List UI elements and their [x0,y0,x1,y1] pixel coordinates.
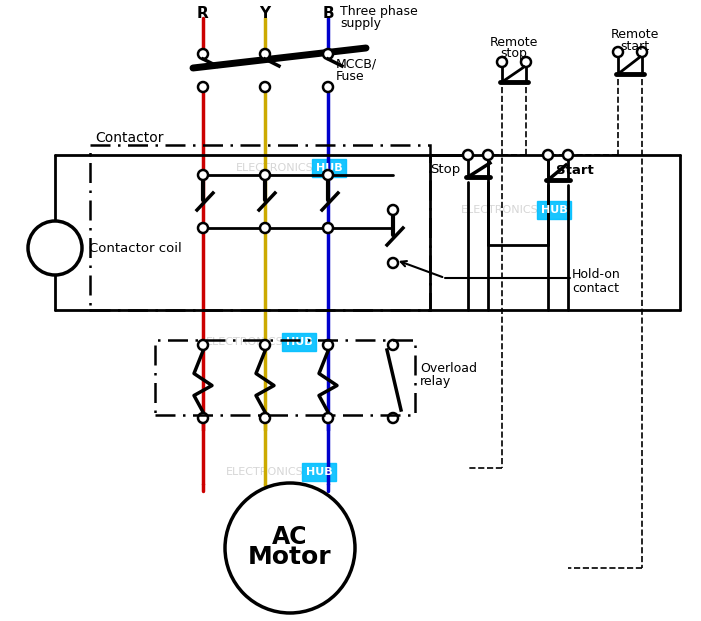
Text: AC: AC [272,525,308,549]
Text: Three phase: Three phase [340,6,418,19]
Text: ELECTRONICS: ELECTRONICS [226,467,304,477]
Text: stop: stop [501,47,527,60]
Circle shape [198,413,208,423]
Text: ELECTRONICS: ELECTRONICS [461,205,539,215]
Text: B: B [322,6,334,22]
FancyBboxPatch shape [282,333,316,351]
Circle shape [225,483,355,613]
Text: Remote: Remote [611,29,659,42]
Circle shape [323,413,333,423]
Text: HUB: HUB [540,205,567,215]
FancyBboxPatch shape [302,463,336,481]
Text: supply: supply [340,17,381,30]
Circle shape [323,223,333,233]
Circle shape [260,340,270,350]
Text: Fuse: Fuse [336,70,365,83]
Circle shape [323,340,333,350]
Bar [90,145,430,310]
Circle shape [260,223,270,233]
Circle shape [198,340,208,350]
Text: MCCB/: MCCB/ [336,58,377,71]
Circle shape [323,82,333,92]
Circle shape [28,221,82,275]
Circle shape [388,413,398,423]
Circle shape [543,150,553,160]
Circle shape [463,150,473,160]
Circle shape [260,170,270,180]
Circle shape [260,413,270,423]
Circle shape [483,150,493,160]
Text: contact: contact [572,281,619,294]
Text: R: R [197,6,209,22]
Text: ELECTRONICS: ELECTRONICS [236,163,314,173]
FancyBboxPatch shape [312,159,346,177]
Circle shape [388,205,398,215]
Text: Remote: Remote [490,35,538,48]
Circle shape [497,57,507,67]
Circle shape [198,223,208,233]
Circle shape [563,150,573,160]
Circle shape [323,170,333,180]
Text: HUB: HUB [315,163,342,173]
Text: HUB: HUB [286,337,313,347]
Circle shape [260,82,270,92]
Circle shape [323,49,333,59]
Text: Stop: Stop [430,163,461,176]
Circle shape [388,340,398,350]
Text: Motor: Motor [248,545,332,569]
Text: ELECTRONICS: ELECTRONICS [206,337,284,347]
Text: HUB: HUB [306,467,332,477]
Circle shape [198,170,208,180]
Text: Hold-on: Hold-on [572,268,621,281]
Text: Y: Y [259,6,271,22]
FancyBboxPatch shape [537,201,571,219]
Text: relay: relay [420,374,451,388]
Circle shape [198,49,208,59]
Circle shape [388,258,398,268]
Text: Overload: Overload [420,361,477,374]
Text: start: start [620,40,650,53]
Text: Contactor: Contactor [95,131,163,145]
Circle shape [260,49,270,59]
Circle shape [198,82,208,92]
Text: Start: Start [556,163,594,176]
Circle shape [521,57,531,67]
Circle shape [613,47,623,57]
Bar [155,340,415,415]
Circle shape [637,47,647,57]
Text: Contactor coil: Contactor coil [89,242,182,255]
